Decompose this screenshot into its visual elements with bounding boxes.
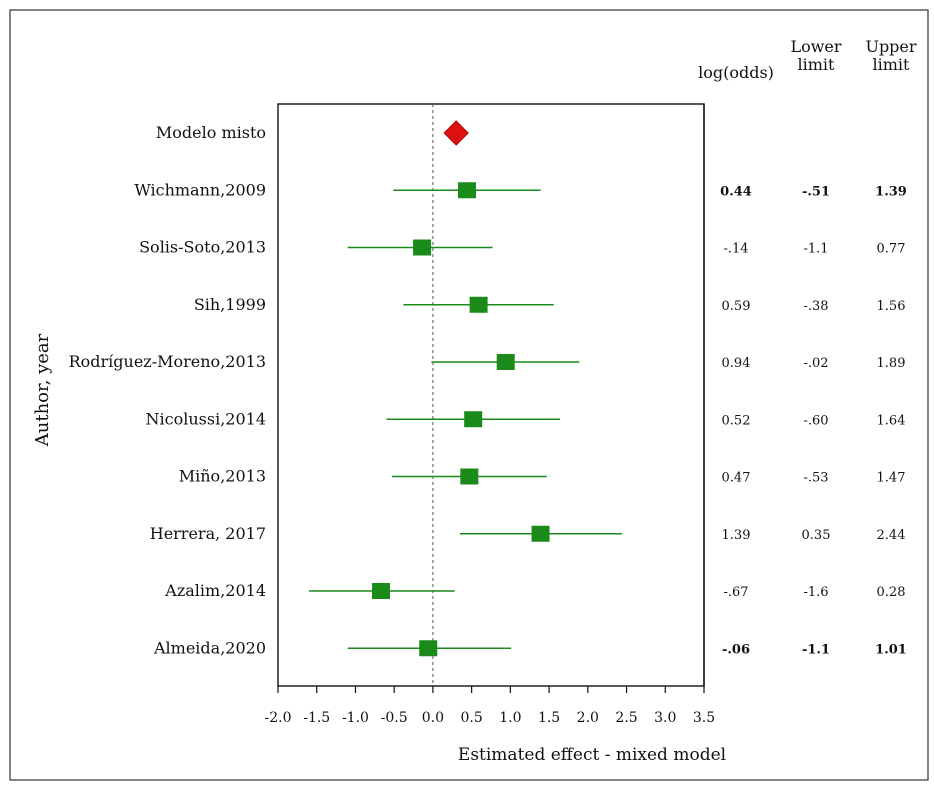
upper-limit-value: 1.39	[875, 184, 907, 199]
lower-limit-value: -1.6	[803, 585, 828, 600]
x-tick-label: -2.0	[265, 710, 292, 726]
x-tick-label: -0.5	[381, 710, 408, 726]
x-tick-label: 3.0	[654, 710, 676, 726]
column-header-lower-line2: limit	[798, 55, 836, 74]
lower-limit-value: -1.1	[803, 242, 828, 257]
point-estimate	[419, 640, 438, 657]
row-label: Azalim,2014	[164, 581, 266, 600]
estimate-value: -.67	[723, 585, 748, 600]
upper-limit-value: 1.89	[877, 356, 906, 371]
lower-limit-value: -.38	[803, 299, 828, 314]
lower-limit-value: -.53	[803, 471, 828, 486]
point-estimate	[464, 411, 483, 428]
estimate-value: 0.47	[722, 471, 751, 486]
estimate-value: 0.52	[722, 413, 751, 428]
point-estimate	[372, 583, 391, 599]
row-label: Sih,1999	[194, 295, 266, 314]
row-label: Wichmann,2009	[134, 180, 266, 199]
lower-limit-value: 0.35	[802, 528, 831, 543]
upper-limit-value: 0.28	[877, 585, 906, 600]
point-estimate	[413, 239, 432, 256]
x-tick-label: 2.0	[577, 710, 599, 726]
x-tick-label: 1.5	[538, 710, 560, 726]
x-tick-label: 0.5	[461, 710, 483, 726]
point-estimate	[457, 182, 476, 199]
estimate-value: -.06	[722, 642, 750, 657]
estimate-value: 1.39	[722, 528, 751, 543]
column-header-upper-line2: limit	[873, 55, 911, 74]
lower-limit-value: -1.1	[802, 642, 830, 657]
row-label: Almeida,2020	[153, 638, 266, 657]
x-tick-label: 0.0	[422, 710, 444, 726]
column-header-upper-line1: Upper	[865, 37, 916, 56]
x-axis-label: Estimated effect - mixed model	[458, 745, 726, 765]
point-estimate	[531, 525, 550, 542]
lower-limit-value: -.60	[803, 413, 828, 428]
row-label: Solis-Soto,2013	[139, 238, 266, 257]
estimate-value: -.14	[723, 242, 748, 257]
estimate-value: 0.44	[720, 184, 752, 199]
estimate-value: 0.59	[722, 299, 751, 314]
upper-limit-value: 1.64	[877, 413, 906, 428]
point-estimate	[460, 468, 479, 485]
column-header-log-odds: log(odds)	[698, 63, 774, 82]
row-label: Rodríguez-Moreno,2013	[69, 352, 266, 371]
estimate-value: 0.94	[722, 356, 751, 371]
row-label: Nicolussi,2014	[146, 409, 266, 428]
lower-limit-value: -.51	[802, 184, 830, 199]
upper-limit-value: 2.44	[877, 528, 906, 543]
x-tick-label: -1.0	[342, 710, 369, 726]
x-tick-label: 2.5	[615, 710, 637, 726]
row-label-summary: Modelo misto	[156, 123, 266, 142]
forest-rows: Modelo misto Wichmann,2009 0.44 -.51 1.39 Sol…	[69, 120, 907, 657]
lower-limit-value: -.02	[803, 356, 828, 371]
y-axis-label: Author, year	[32, 333, 53, 447]
upper-limit-value: 1.47	[877, 471, 906, 486]
outer-frame	[9, 9, 929, 781]
x-axis-ticks: -2.0 -1.5 -1.0 -0.5 0.0 0.5 1.0 1.5 2.0 2.5 3.0 3.5	[265, 686, 715, 726]
upper-limit-value: 0.77	[877, 242, 906, 257]
upper-limit-value: 1.01	[875, 642, 907, 657]
x-tick-label: 1.0	[499, 710, 521, 726]
x-tick-label: -1.5	[303, 710, 330, 726]
point-estimate	[496, 354, 515, 370]
point-estimate	[469, 296, 488, 313]
x-tick-label: 3.5	[693, 710, 715, 726]
upper-limit-value: 1.56	[877, 299, 906, 314]
summary-diamond	[443, 120, 469, 146]
row-label: Miño,2013	[179, 467, 266, 486]
row-label: Herrera, 2017	[150, 524, 266, 543]
column-header-lower-line1: Lower	[790, 37, 841, 56]
